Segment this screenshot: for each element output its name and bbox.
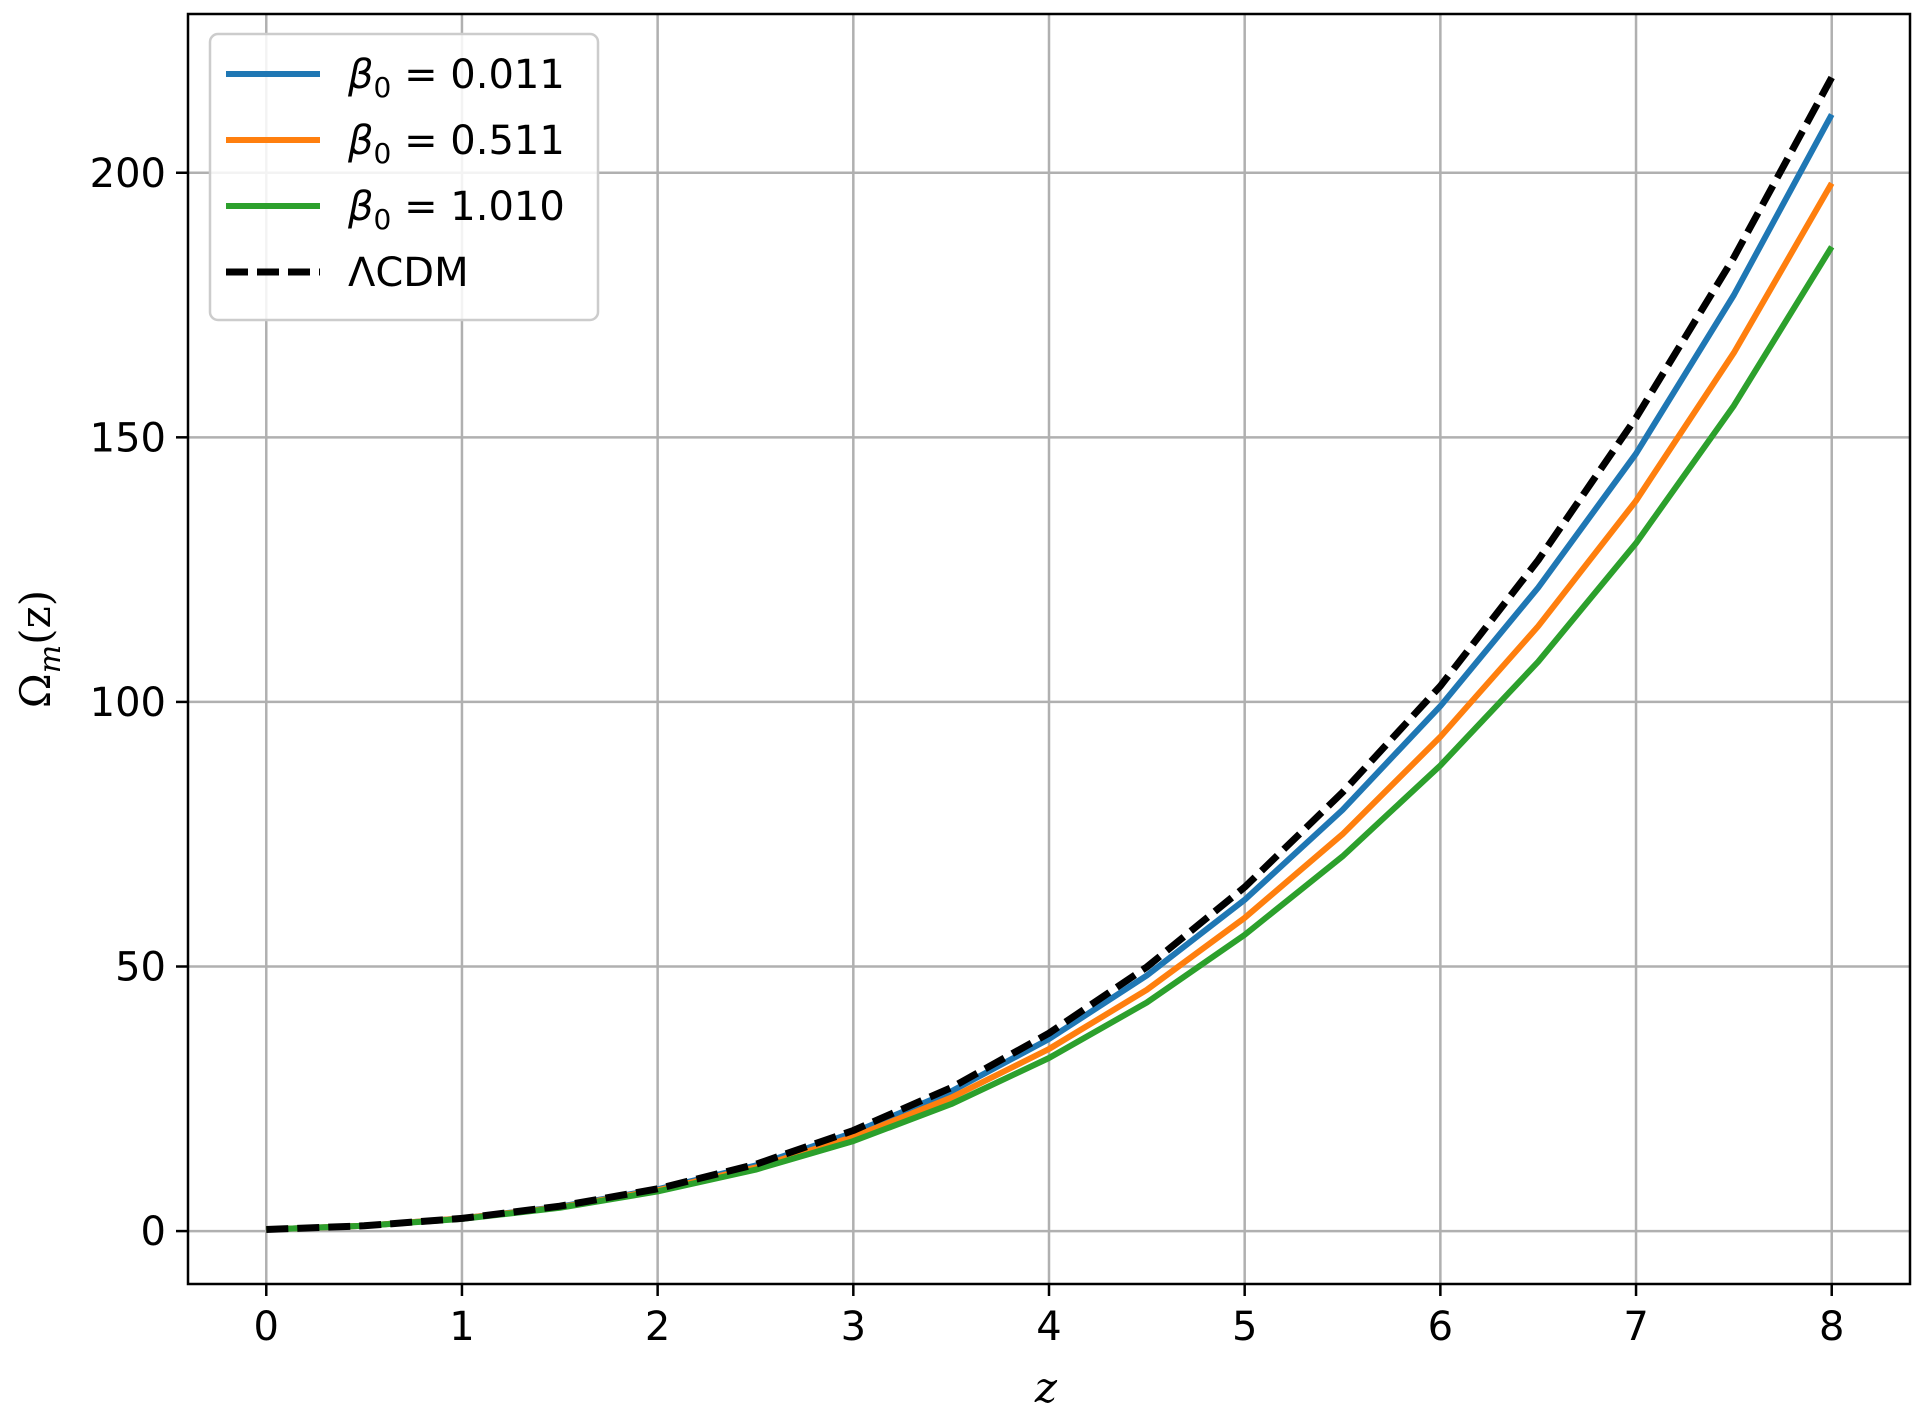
legend-subscript: 0 [374,203,392,236]
legend-entry-label: β0 = 1.010 [347,184,565,236]
legend-box [208,32,600,322]
legend-value: ΛCDM [348,250,469,296]
y-tick-label: 0 [141,1209,166,1255]
x-tick-label: 5 [1232,1304,1257,1350]
x-tick-label: 2 [645,1304,670,1350]
y-axis-label-omega: Ω [11,673,60,708]
legend-value: = 1.010 [391,184,564,230]
series-line-4 [266,75,1835,1233]
legend-symbol: β [347,52,374,98]
x-axis-label: z [1034,1363,1058,1412]
x-tick-label: 6 [1428,1304,1453,1350]
grid [188,14,1910,1284]
legend-entry-label: β0 = 0.511 [347,118,565,170]
y-axis-label-sub: m [33,645,68,673]
y-tick-label: 150 [90,415,166,461]
y-axis-label-arg: (z) [11,590,60,645]
legend-symbol: β [347,118,374,164]
y-tick-label: 200 [90,151,166,197]
ticks: 0 1 2 3 4 5 6 7 8 0 50 100 150 200 [90,151,1845,1350]
y-tick-label: 100 [90,680,166,726]
legend-entry-label: ΛCDM [348,250,469,296]
legend-symbol: β [347,184,374,230]
series-group [266,75,1835,1233]
legend-subscript: 0 [374,71,392,104]
legend-value: = 0.011 [391,52,564,98]
x-tick-label: 7 [1623,1304,1648,1350]
x-tick-label: 1 [449,1304,474,1350]
legend-subscript: 0 [374,137,392,170]
legend-entry-label: β0 = 0.011 [347,52,565,104]
x-tick-label: 0 [254,1304,279,1350]
x-tick-label: 3 [841,1304,866,1350]
y-tick-label: 50 [115,945,166,991]
x-tick-label: 8 [1819,1304,1844,1350]
legend-value: = 0.511 [391,118,564,164]
y-axis-label: Ωm(z) [11,590,68,708]
x-tick-label: 4 [1036,1304,1061,1350]
